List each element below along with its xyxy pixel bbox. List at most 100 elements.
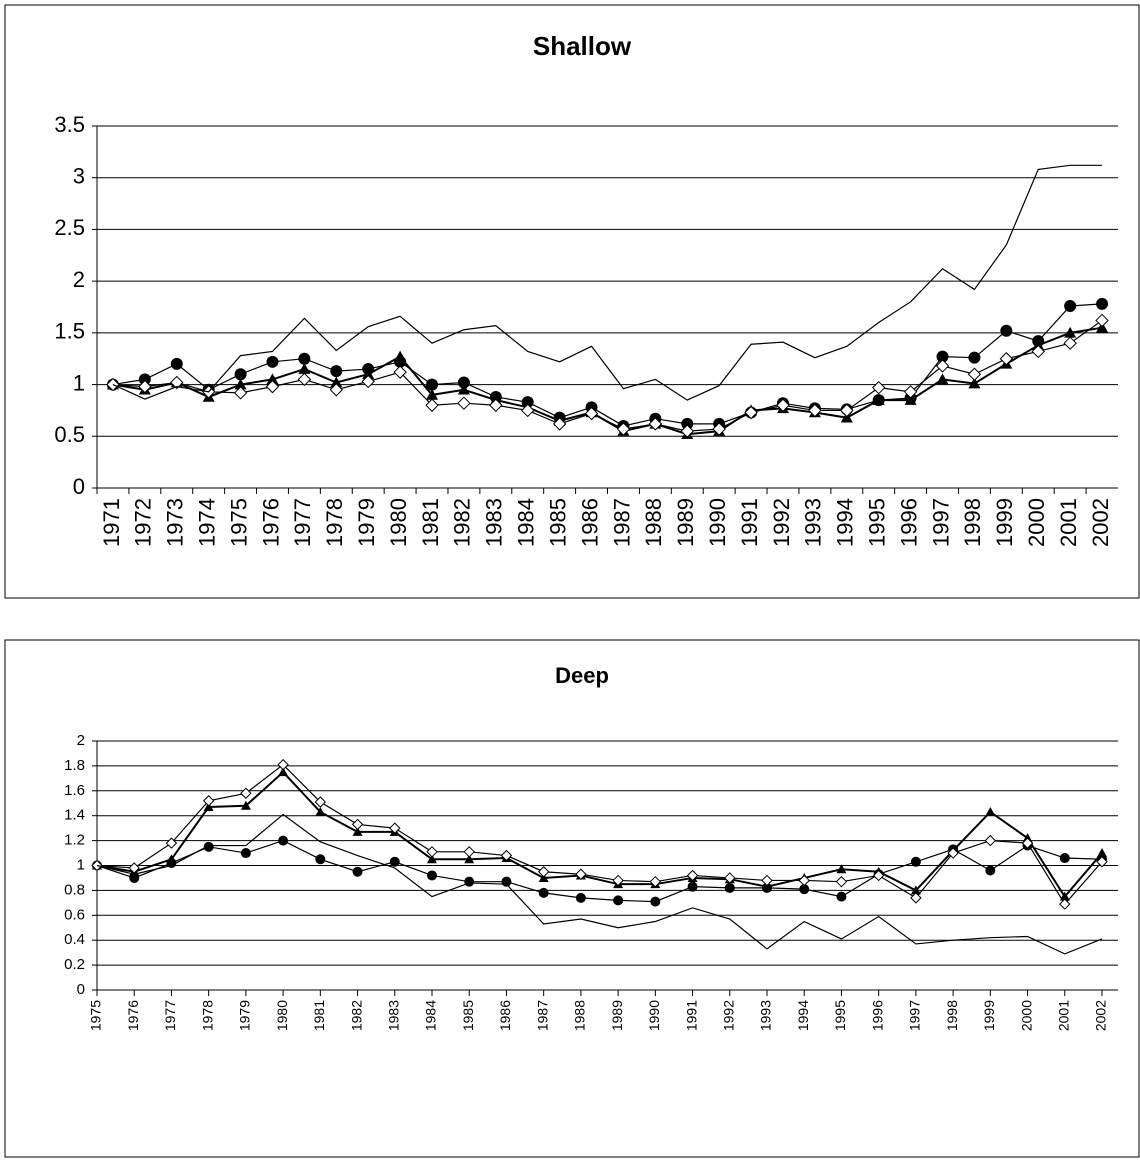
point (361, 374, 375, 389)
point (138, 379, 152, 394)
series-line (112, 319, 1103, 432)
point (968, 351, 981, 364)
x-tick-label: 1986 (577, 498, 602, 547)
point (1096, 297, 1109, 310)
series-line (96, 839, 1103, 903)
point (315, 806, 326, 816)
point (1032, 339, 1045, 351)
point (426, 378, 439, 391)
x-tick-label: 1979 (237, 1000, 253, 1031)
point (393, 365, 407, 379)
y-tick-label: 1 (73, 370, 85, 395)
point (202, 795, 215, 807)
x-tick-label: 2001 (1056, 498, 1081, 547)
point (427, 870, 437, 881)
x-tick-label: 1999 (981, 1000, 997, 1031)
point (612, 874, 624, 887)
point (724, 872, 736, 884)
point (394, 350, 407, 362)
x-tick-label: 1985 (460, 1000, 476, 1031)
x-tick-label: 1990 (646, 1000, 662, 1031)
x-tick-label: 1987 (534, 1000, 550, 1031)
x-tick-label: 1999 (992, 498, 1017, 547)
point (298, 352, 311, 365)
x-tick-label: 1993 (758, 1000, 774, 1031)
point (203, 801, 214, 811)
point (278, 835, 289, 846)
point (330, 376, 343, 388)
x-tick-label: 1998 (944, 1000, 960, 1031)
x-tick-label: 1994 (795, 1000, 811, 1031)
point (616, 422, 631, 436)
y-tick-label: 1.2 (64, 832, 85, 849)
x-tick-label: 1991 (683, 1000, 699, 1031)
point (968, 377, 981, 389)
y-tick-label: 0 (77, 981, 85, 998)
point (234, 368, 247, 381)
y-tick-label: 1.6 (64, 782, 85, 799)
x-tick-label: 1988 (641, 498, 666, 547)
x-tick-label: 1982 (450, 498, 475, 547)
x-tick-label: 1976 (258, 498, 283, 547)
point (761, 874, 773, 887)
point (1059, 898, 1071, 910)
point (836, 864, 847, 874)
point (799, 884, 810, 895)
point (1059, 853, 1070, 864)
point (936, 350, 949, 363)
point (170, 357, 183, 370)
point (265, 379, 280, 394)
point (240, 787, 252, 799)
y-tick-label: 2.5 (54, 215, 85, 240)
y-tick-label: 0.8 (64, 881, 85, 898)
point (521, 403, 535, 418)
point (872, 394, 885, 405)
y-tick-label: 3 (73, 164, 85, 189)
point (649, 875, 662, 888)
point (330, 365, 343, 378)
point (680, 424, 694, 438)
chart-title: Shallow (533, 31, 632, 61)
x-tick-label: 1983 (482, 498, 507, 547)
point (1031, 344, 1045, 359)
x-tick-label: 1973 (163, 498, 188, 547)
point (389, 822, 401, 834)
point (686, 869, 699, 882)
point (240, 848, 251, 859)
x-tick-label: 1998 (960, 498, 985, 547)
x-tick-label: 1971 (99, 498, 124, 547)
point (315, 854, 326, 865)
x-tick-label: 2002 (1093, 1000, 1109, 1031)
point (463, 846, 475, 858)
x-tick-label: 2002 (1088, 498, 1113, 547)
point (426, 846, 438, 858)
point (999, 352, 1014, 366)
x-tick-label: 2000 (1024, 498, 1049, 547)
x-tick-label: 1981 (311, 1000, 327, 1031)
chart-frame (4, 4, 1140, 599)
point (613, 895, 624, 906)
x-tick-label: 1981 (418, 498, 443, 547)
point (266, 355, 279, 368)
point (464, 876, 475, 887)
y-tick-label: 2 (77, 732, 85, 749)
series-line (96, 813, 1103, 955)
y-tick-label: 2 (73, 267, 85, 292)
point (240, 800, 251, 810)
point (170, 375, 184, 390)
series-line (112, 303, 1103, 427)
point (329, 383, 344, 397)
point (537, 866, 550, 878)
y-tick-label: 0.6 (64, 906, 85, 923)
point (575, 892, 586, 903)
point (687, 881, 698, 892)
point (1096, 856, 1108, 868)
point (936, 373, 949, 385)
point (762, 881, 772, 891)
y-tick-label: 1.8 (64, 757, 85, 774)
x-tick-label: 1997 (907, 1000, 923, 1031)
point (903, 385, 918, 399)
x-tick-label: 1979 (354, 498, 379, 547)
point (872, 869, 885, 882)
